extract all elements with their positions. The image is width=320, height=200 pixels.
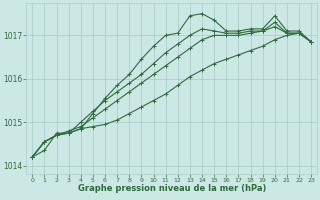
- X-axis label: Graphe pression niveau de la mer (hPa): Graphe pression niveau de la mer (hPa): [77, 184, 266, 193]
